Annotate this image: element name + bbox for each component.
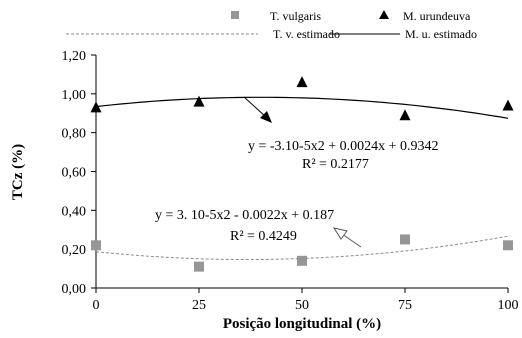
x-tick-label: 25 [192,298,206,313]
y-tick-label: 0,40 [62,204,87,219]
x-tick-label: 75 [398,298,412,313]
mu-point [90,101,102,113]
y-tick-label: 0,60 [62,166,87,181]
legend-label-tv-fit: T. v. estimado [273,27,340,41]
legend-label-m-urundeuva: M. urundeuva [403,9,471,23]
legend-label-t-vulgaris: T. vulgaris [270,9,321,23]
y-axis-ticks: 0,00 0,20 0,40 0,60 0,80 1,00 1,20 [62,49,96,297]
mu-annotation-arrowhead [260,111,272,123]
tv-point [400,234,410,245]
mu-equation: y = -3.10-5x2 + 0.0024x + 0.9342 [248,139,439,154]
y-tick-label: 0,20 [62,243,87,258]
tv-annotation-arrowhead [332,227,348,240]
x-tick-label: 50 [295,298,309,313]
y-axis-title: TCz (%) [10,144,26,200]
mu-r2: R² = 0.2177 [302,157,369,172]
mu-point [399,109,411,121]
x-axis-title: Posição longitudinal (%) [223,316,381,332]
tv-point [91,240,101,251]
y-tick-label: 1,20 [62,49,87,64]
tv-point [503,240,513,251]
legend-label-mu-fit: M. u. estimado [405,27,477,41]
tv-annotation-arrow [341,233,362,248]
x-tick-label: 100 [498,298,519,313]
mu-point [296,76,308,88]
x-tick-label: 0 [93,298,100,313]
legend-marker-m-urundeuva [379,10,389,19]
legend: T. vulgaris M. urundeuva T. v. estimado … [66,9,477,41]
tv-point [194,261,204,272]
mu-point [193,95,205,107]
tv-r2: R² = 0.4249 [230,229,297,244]
data-points [90,76,514,272]
mu-annotation-arrow [243,96,267,118]
y-tick-label: 0,00 [62,282,87,297]
y-tick-label: 1,00 [62,88,87,103]
y-tick-label: 0,80 [62,127,87,142]
mu-fit-curve [95,96,509,119]
mu-point [502,99,514,111]
tv-point [297,255,307,266]
tv-equation: y = 3. 10-5x2 - 0.0022x + 0.187 [155,208,334,223]
x-axis-ticks: 0 25 50 75 100 [93,288,519,313]
legend-marker-t-vulgaris [231,11,239,19]
